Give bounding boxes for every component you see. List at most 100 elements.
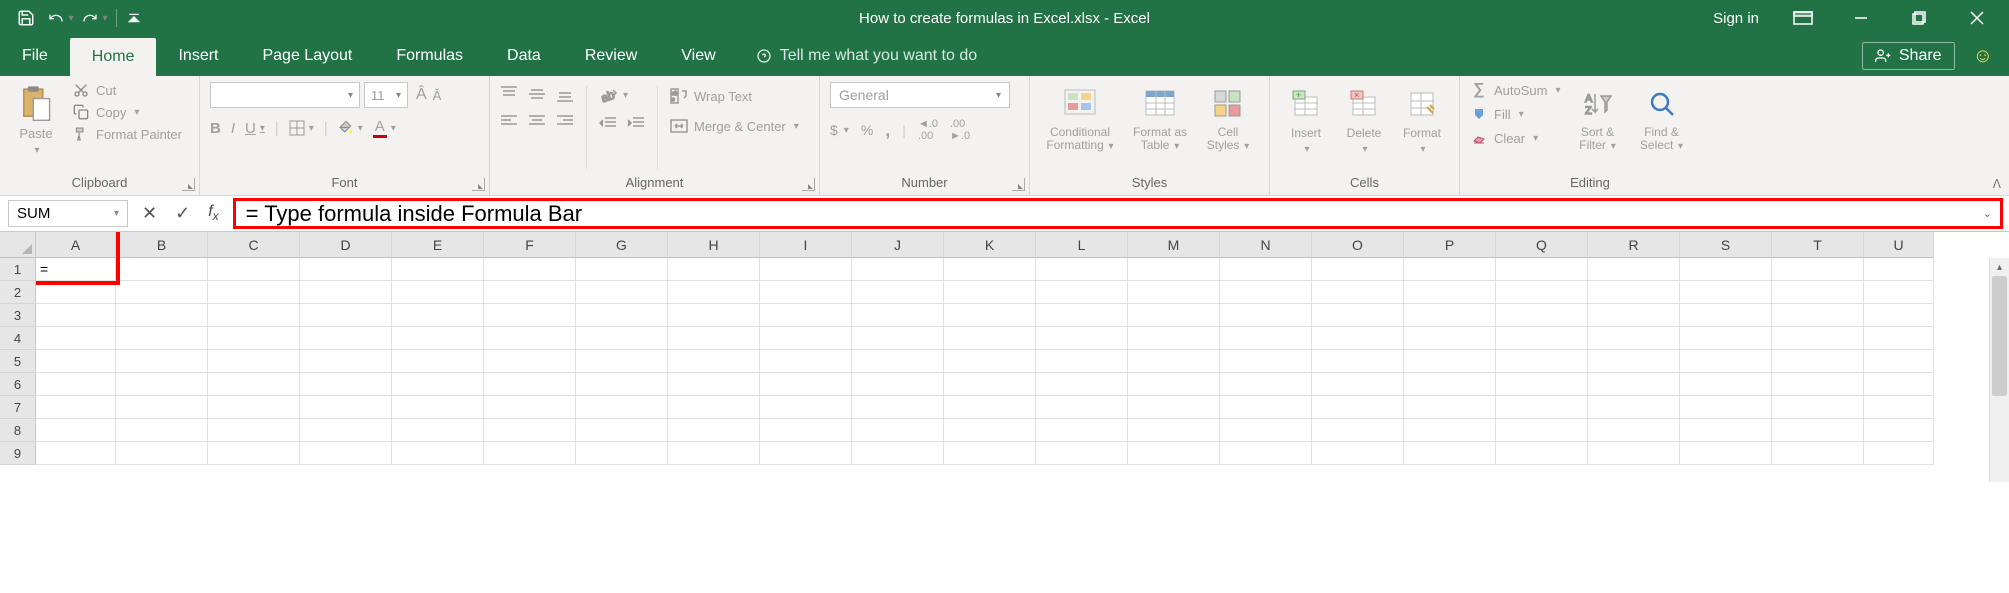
cell[interactable]: =: [36, 258, 116, 281]
number-format-combo[interactable]: General▾: [830, 82, 1010, 108]
scroll-up-icon[interactable]: ▴: [1990, 258, 2009, 276]
cell[interactable]: [1312, 373, 1404, 396]
cell[interactable]: [36, 327, 116, 350]
align-top-icon[interactable]: [500, 86, 518, 102]
tab-view[interactable]: View: [659, 36, 737, 76]
tab-formulas[interactable]: Formulas: [374, 36, 485, 76]
column-header[interactable]: G: [576, 232, 668, 258]
cell[interactable]: [576, 350, 668, 373]
row-header[interactable]: 9: [0, 442, 36, 465]
cell[interactable]: [1128, 281, 1220, 304]
cell[interactable]: [484, 373, 576, 396]
cell[interactable]: [1128, 304, 1220, 327]
cell[interactable]: [208, 396, 300, 419]
bold-button[interactable]: B: [210, 120, 221, 137]
cell[interactable]: [668, 304, 760, 327]
font-name-combo[interactable]: ▾: [210, 82, 360, 108]
column-header[interactable]: M: [1128, 232, 1220, 258]
row-header[interactable]: 7: [0, 396, 36, 419]
cell[interactable]: [116, 442, 208, 465]
cell[interactable]: [1680, 350, 1772, 373]
cell[interactable]: [852, 258, 944, 281]
align-left-icon[interactable]: [500, 114, 518, 128]
formula-bar[interactable]: = Type formula inside Formula Bar ⌄: [233, 198, 2003, 229]
column-header[interactable]: S: [1680, 232, 1772, 258]
insert-cells-button[interactable]: + Insert▾: [1280, 82, 1332, 155]
select-all-corner[interactable]: [0, 232, 36, 258]
comma-button[interactable]: ,: [885, 120, 890, 141]
row-header[interactable]: 8: [0, 419, 36, 442]
cell[interactable]: [1036, 281, 1128, 304]
fill-button[interactable]: Fill▾: [1470, 106, 1561, 122]
enter-formula-icon[interactable]: ✓: [175, 203, 190, 224]
cell[interactable]: [1680, 327, 1772, 350]
insert-function-icon[interactable]: fx: [208, 203, 218, 223]
cell[interactable]: [208, 373, 300, 396]
share-button[interactable]: Share: [1862, 42, 1955, 70]
cell[interactable]: [1312, 442, 1404, 465]
align-right-icon[interactable]: [556, 114, 574, 128]
cell[interactable]: [1772, 442, 1864, 465]
cell[interactable]: [1496, 281, 1588, 304]
cell[interactable]: [1036, 258, 1128, 281]
cell[interactable]: [1220, 327, 1312, 350]
cell[interactable]: [36, 304, 116, 327]
cell[interactable]: [392, 419, 484, 442]
cell[interactable]: [208, 442, 300, 465]
cell[interactable]: [1772, 327, 1864, 350]
column-header[interactable]: P: [1404, 232, 1496, 258]
cell[interactable]: [852, 327, 944, 350]
cell[interactable]: [1864, 327, 1934, 350]
column-header[interactable]: K: [944, 232, 1036, 258]
cell[interactable]: [36, 350, 116, 373]
cell[interactable]: [1312, 281, 1404, 304]
cell[interactable]: [852, 350, 944, 373]
cell[interactable]: [760, 304, 852, 327]
cell[interactable]: [760, 442, 852, 465]
cell[interactable]: [668, 373, 760, 396]
find-select-button[interactable]: Find &Select ▾: [1635, 82, 1689, 152]
cell[interactable]: [1036, 327, 1128, 350]
format-cells-button[interactable]: Format▾: [1396, 82, 1448, 155]
cell[interactable]: [36, 419, 116, 442]
feedback-smiley-icon[interactable]: ☺: [1973, 45, 1993, 68]
cell[interactable]: [576, 396, 668, 419]
column-header[interactable]: L: [1036, 232, 1128, 258]
cell[interactable]: [668, 350, 760, 373]
column-header[interactable]: D: [300, 232, 392, 258]
decrease-indent-icon[interactable]: [599, 116, 617, 130]
cell[interactable]: [1220, 373, 1312, 396]
save-icon[interactable]: [12, 4, 40, 32]
column-header[interactable]: N: [1220, 232, 1312, 258]
cell[interactable]: [1864, 304, 1934, 327]
cell[interactable]: [1588, 373, 1680, 396]
tab-data[interactable]: Data: [485, 36, 563, 76]
orientation-button[interactable]: ab▾: [599, 86, 645, 104]
cell[interactable]: [852, 442, 944, 465]
cell[interactable]: [1496, 442, 1588, 465]
cell[interactable]: [208, 304, 300, 327]
cell[interactable]: [1680, 373, 1772, 396]
cell[interactable]: [576, 281, 668, 304]
cell[interactable]: [1496, 419, 1588, 442]
cell[interactable]: [1312, 419, 1404, 442]
cell[interactable]: [944, 304, 1036, 327]
cell[interactable]: [1588, 396, 1680, 419]
cell[interactable]: [1220, 396, 1312, 419]
cell[interactable]: [484, 304, 576, 327]
cell[interactable]: [760, 258, 852, 281]
grow-font-icon[interactable]: Â: [416, 86, 427, 104]
cell[interactable]: [116, 327, 208, 350]
vertical-scrollbar[interactable]: ▴: [1989, 258, 2009, 482]
row-header[interactable]: 6: [0, 373, 36, 396]
dialog-launcher-icon[interactable]: [1012, 178, 1025, 191]
cell[interactable]: [1404, 419, 1496, 442]
cell[interactable]: [1312, 258, 1404, 281]
column-header[interactable]: B: [116, 232, 208, 258]
cell[interactable]: [576, 304, 668, 327]
row-header[interactable]: 1: [0, 258, 36, 281]
cell[interactable]: [1864, 419, 1934, 442]
cell[interactable]: [116, 350, 208, 373]
column-header[interactable]: U: [1864, 232, 1934, 258]
cell[interactable]: [576, 327, 668, 350]
